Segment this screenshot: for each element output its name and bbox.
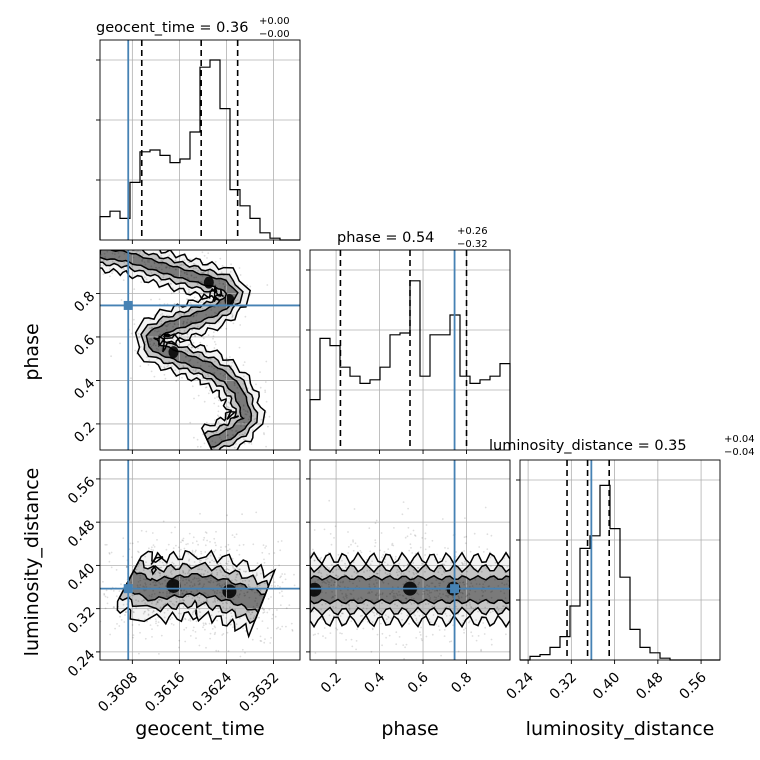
ylabel-phase: phase <box>21 323 43 380</box>
xlabel-phase: phase <box>381 718 438 740</box>
panel-frame-2-2 <box>519 459 721 661</box>
ytick-label-phase-2: 0.6 <box>71 332 98 359</box>
ytick-label-luminosity_distance-3: 0.48 <box>65 517 98 550</box>
xtick-label-geocent_time-1: 0.3616 <box>142 669 188 715</box>
xlabel-luminosity-distance: luminosity_distance <box>526 718 715 740</box>
xtick-label-phase-0: 0.2 <box>318 670 345 697</box>
contour-luminosity_distance_vs_phase-1 <box>310 563 510 617</box>
ytick-label-luminosity_distance-0: 0.24 <box>65 647 98 680</box>
xtick-label-luminosity_distance-3: 0.48 <box>633 670 666 703</box>
title-phase-upper: +0.26 <box>457 226 488 237</box>
xtick-label-phase-1: 0.4 <box>361 669 388 696</box>
xtick-label-phase-2: 0.6 <box>405 669 432 696</box>
density-core-phase_vs_geocent_time-0 <box>224 294 235 306</box>
contours-phase_vs_geocent_time <box>100 250 266 450</box>
panel-frame-2-0 <box>99 459 301 661</box>
scatter-luminosity_distance_vs_geocent_time <box>100 511 300 658</box>
contour-phase_vs_geocent_time-1 <box>100 250 259 450</box>
contour-luminosity_distance_vs_phase-2 <box>310 551 510 629</box>
xtick-label-luminosity_distance-1: 0.32 <box>547 670 580 703</box>
title-geocent-time-lower: −0.00 <box>259 29 290 40</box>
histogram-luminosity_distance <box>520 484 720 661</box>
title-geocent-time: geocent_time = 0.36 <box>96 20 248 36</box>
title-geocent-time-upper: +0.00 <box>259 16 290 27</box>
xtick-label-geocent_time-3: 0.3632 <box>236 670 282 716</box>
contours-luminosity_distance_vs_phase <box>310 551 510 629</box>
xtick-label-luminosity_distance-2: 0.40 <box>590 670 623 703</box>
panel-frame-0-0 <box>99 39 301 241</box>
density-core-phase_vs_geocent_time-1 <box>168 346 179 359</box>
ytick-label-phase-3: 0.8 <box>71 289 98 316</box>
truth-marker-1-0 <box>123 300 133 310</box>
tick-marks <box>96 59 702 664</box>
xtick-label-luminosity_distance-4: 0.56 <box>677 669 710 702</box>
panel-frame-1-1 <box>309 249 511 451</box>
panel-frame-2-1 <box>309 459 511 661</box>
title-luminosity-distance: luminosity_distance = 0.35 <box>489 438 687 454</box>
xtick-label-luminosity_distance-0: 0.24 <box>504 669 537 702</box>
density-core-luminosity_distance_vs_phase-0 <box>310 582 322 597</box>
title-phase-lower: −0.32 <box>457 239 488 250</box>
xlabel-geocent-time: geocent_time <box>135 718 264 740</box>
xtick-label-phase-3: 0.8 <box>448 670 475 697</box>
contour-luminosity_distance_vs_geocent_time-2 <box>116 549 277 639</box>
scatter-points <box>100 250 510 660</box>
contours-luminosity_distance_vs_geocent_time <box>116 549 277 639</box>
ytick-label-phase-0: 0.2 <box>71 419 98 446</box>
text-layer: geocent_time = 0.36 +0.00 −0.00 phase = … <box>21 16 755 740</box>
ylabel-luminosity-distance: luminosity_distance <box>21 468 43 657</box>
plot-marks <box>99 40 720 661</box>
truth-marker-2-1 <box>450 584 460 594</box>
panel-frame-1-0 <box>99 249 301 451</box>
xtick-label-geocent_time-2: 0.3624 <box>189 669 235 715</box>
panel-frames <box>99 39 721 661</box>
truth-marker-2-0 <box>123 584 133 594</box>
contour-phase_vs_geocent_time-2 <box>100 250 266 450</box>
title-phase: phase = 0.54 <box>337 230 434 246</box>
ytick-label-phase-1: 0.4 <box>71 375 98 402</box>
ytick-label-luminosity_distance-4: 0.56 <box>65 474 98 507</box>
xtick-label-geocent_time-0: 0.3608 <box>95 670 141 716</box>
contour-luminosity_distance_vs_phase-0 <box>310 574 510 605</box>
title-luminosity-distance-lower: −0.04 <box>724 447 755 458</box>
density-luminosity_distance_vs_geocent_time <box>117 550 275 637</box>
ytick-label-luminosity_distance-1: 0.32 <box>65 604 98 637</box>
title-luminosity-distance-upper: +0.04 <box>724 434 755 445</box>
histogram-geocent_time <box>99 59 300 241</box>
ytick-label-luminosity_distance-2: 0.40 <box>65 560 98 593</box>
